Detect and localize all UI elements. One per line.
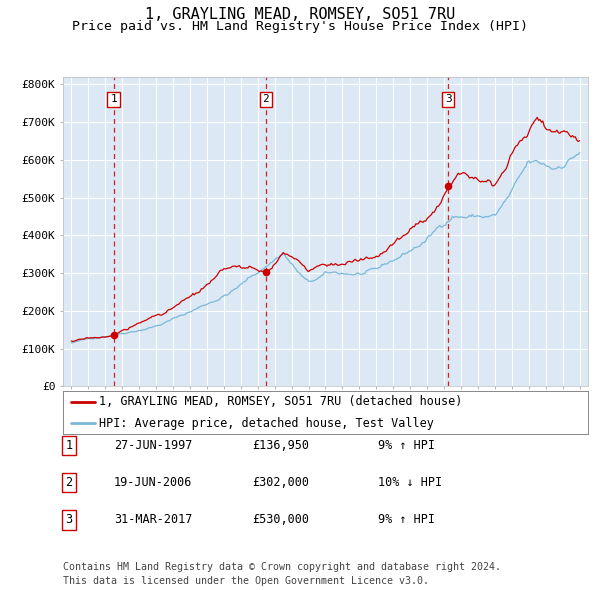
Text: 1: 1 <box>65 439 73 452</box>
Text: £530,000: £530,000 <box>252 513 309 526</box>
Text: 27-JUN-1997: 27-JUN-1997 <box>114 439 193 452</box>
Text: HPI: Average price, detached house, Test Valley: HPI: Average price, detached house, Test… <box>98 417 434 430</box>
Text: 3: 3 <box>445 94 452 104</box>
Text: £302,000: £302,000 <box>252 476 309 489</box>
Text: 9% ↑ HPI: 9% ↑ HPI <box>378 513 435 526</box>
Text: 1, GRAYLING MEAD, ROMSEY, SO51 7RU (detached house): 1, GRAYLING MEAD, ROMSEY, SO51 7RU (deta… <box>98 395 462 408</box>
Text: Contains HM Land Registry data © Crown copyright and database right 2024.
This d: Contains HM Land Registry data © Crown c… <box>63 562 501 586</box>
Text: 19-JUN-2006: 19-JUN-2006 <box>114 476 193 489</box>
Text: 2: 2 <box>65 476 73 489</box>
Text: 9% ↑ HPI: 9% ↑ HPI <box>378 439 435 452</box>
Text: £136,950: £136,950 <box>252 439 309 452</box>
Text: 3: 3 <box>65 513 73 526</box>
Text: 1: 1 <box>110 94 117 104</box>
Text: Price paid vs. HM Land Registry's House Price Index (HPI): Price paid vs. HM Land Registry's House … <box>72 20 528 33</box>
Text: 10% ↓ HPI: 10% ↓ HPI <box>378 476 442 489</box>
Text: 1, GRAYLING MEAD, ROMSEY, SO51 7RU: 1, GRAYLING MEAD, ROMSEY, SO51 7RU <box>145 7 455 22</box>
Text: 2: 2 <box>262 94 269 104</box>
Text: 31-MAR-2017: 31-MAR-2017 <box>114 513 193 526</box>
